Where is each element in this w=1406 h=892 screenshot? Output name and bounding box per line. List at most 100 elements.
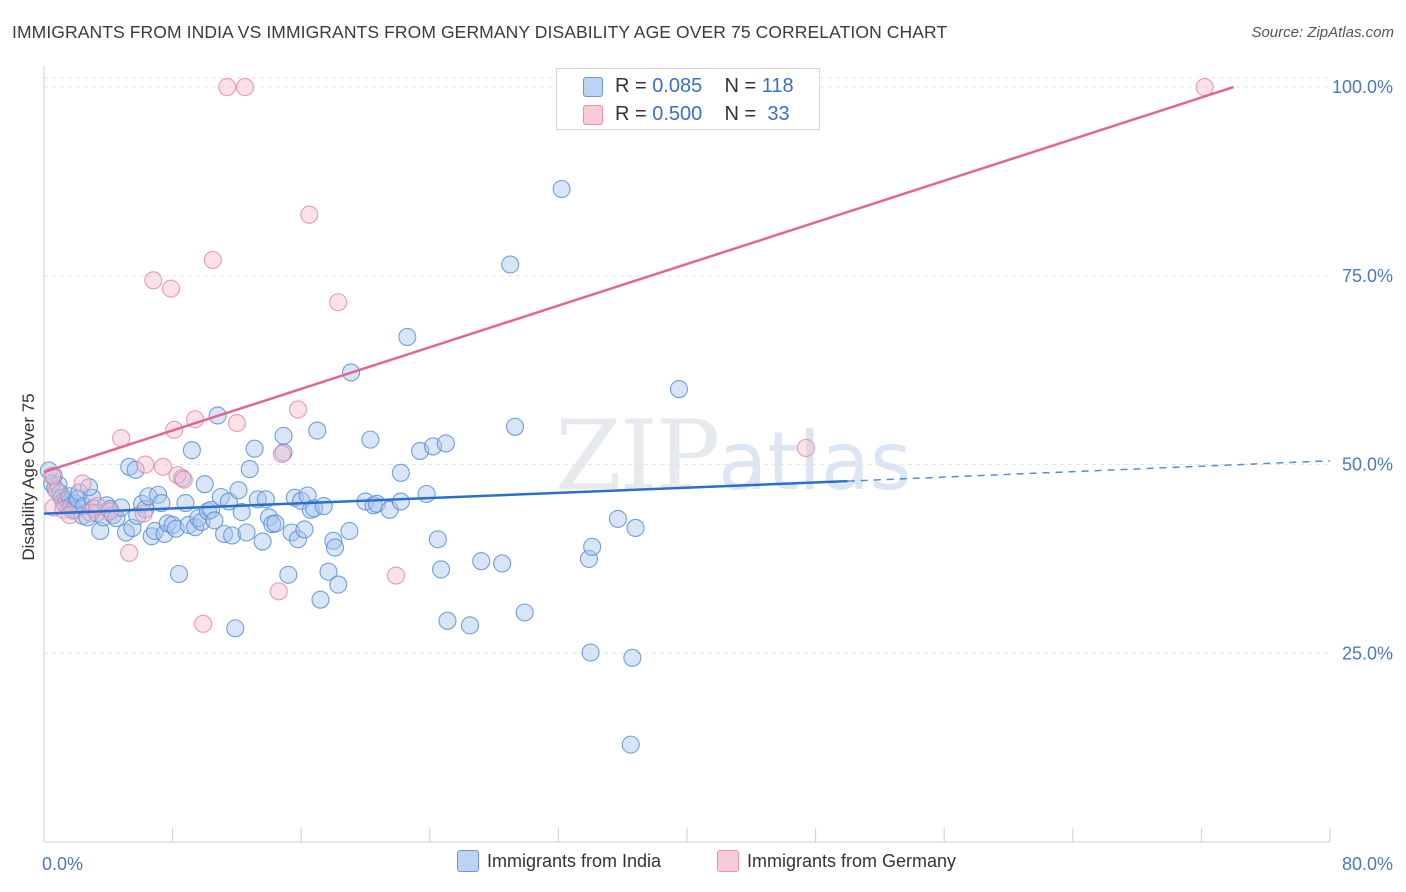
point-germany-5 [73, 474, 92, 493]
y-tick-label-75: 75.0% [1342, 266, 1393, 286]
point-india-124 [669, 380, 689, 399]
legend-label-germany: Immigrants from Germany [747, 850, 957, 871]
point-india-87 [311, 590, 330, 609]
stats-legend: R = 0.085 N = 118 R = 0.500 N = 33 [556, 68, 820, 130]
trend-line-germany [43, 85, 1234, 474]
stats-swatch-india [583, 76, 603, 97]
stats-n-value-germany: 33 [767, 103, 790, 125]
series-germany [42, 78, 1214, 633]
point-india-122 [621, 735, 640, 754]
point-germany-21 [203, 250, 222, 270]
point-india-77 [279, 565, 298, 584]
point-germany-20 [194, 614, 213, 633]
legend-item-india: Immigrants from India [457, 850, 661, 872]
point-india-101 [391, 492, 410, 511]
point-india-114 [505, 417, 525, 436]
trend-line-india [43, 479, 848, 515]
legend-label-india: Immigrants from India [487, 850, 662, 871]
bottom-legend: Immigrants from India Immigrants from Ge… [0, 850, 1406, 880]
point-india-117 [579, 549, 598, 568]
point-india-107 [432, 560, 451, 579]
y-tick-label-50: 50.0% [1342, 455, 1393, 475]
point-india-115 [515, 603, 534, 622]
point-india-123 [623, 648, 642, 667]
stats-row-india: R = 0.085 N = 118 [583, 75, 794, 98]
y-tick-label-25: 25.0% [1342, 643, 1393, 663]
x-tick-label-min: 0.0% [42, 854, 83, 874]
point-india-57 [205, 511, 224, 530]
point-germany-4 [60, 506, 79, 525]
point-germany-25 [269, 582, 288, 601]
point-india-68 [245, 439, 264, 458]
point-india-89 [319, 562, 338, 581]
stats-n-value-india: 118 [761, 75, 794, 97]
data-points [39, 78, 1214, 754]
chart-title: IMMIGRANTS FROM INDIA VS IMMIGRANTS FROM… [12, 22, 948, 42]
point-india-111 [472, 552, 491, 571]
series-india [39, 78, 756, 754]
point-germany-15 [161, 279, 181, 298]
point-india-102 [398, 327, 417, 347]
point-germany-28 [300, 205, 319, 224]
chart-source: Source: ZipAtlas.com [1251, 24, 1394, 41]
stats-row-germany: R = 0.500 N = 33 [583, 103, 790, 126]
stats-r-label-germany: R = [615, 103, 647, 125]
point-india-67 [240, 460, 259, 479]
y-tick-label-100: 100.0% [1332, 77, 1393, 97]
watermark: ZIPatlas [555, 400, 912, 512]
point-india-100 [391, 463, 410, 482]
point-india-120 [608, 509, 627, 528]
point-india-66 [237, 523, 256, 542]
point-india-32 [123, 518, 142, 538]
stats-n-label-india: N = [724, 75, 757, 97]
axes [43, 66, 1331, 843]
point-germany-32 [1195, 78, 1214, 97]
stats-r-label-india: R = [615, 75, 647, 97]
x-tick-label-max: 80.0% [1342, 854, 1393, 874]
point-germany-2 [47, 481, 66, 501]
point-india-119 [581, 643, 600, 662]
point-india-96 [361, 430, 380, 449]
point-india-121 [626, 518, 645, 538]
point-india-116 [552, 179, 571, 199]
grid-lines [44, 77, 1330, 654]
point-india-54 [195, 475, 214, 494]
point-india-93 [340, 521, 359, 541]
point-india-110 [460, 616, 480, 635]
legend-item-germany: Immigrants from Germany [717, 850, 956, 872]
legend-swatch-germany [717, 850, 739, 872]
trend-line-india-extension [847, 460, 1331, 482]
point-germany-10 [120, 543, 139, 562]
point-india-109 [438, 611, 457, 630]
point-germany-14 [153, 457, 173, 476]
point-india-50 [182, 441, 201, 460]
point-germany-31 [796, 438, 816, 457]
point-germany-22 [218, 78, 237, 97]
stats-r-value-india: 0.085 [652, 75, 703, 97]
point-india-80 [288, 530, 308, 549]
y-axis-label: Disability Age Over 75 [19, 393, 38, 560]
point-germany-18 [174, 470, 193, 489]
point-india-46 [169, 564, 189, 584]
point-india-113 [501, 255, 520, 274]
point-germany-27 [288, 400, 308, 419]
point-india-70 [253, 532, 272, 551]
point-india-104 [417, 484, 436, 504]
point-india-65 [232, 503, 251, 522]
point-germany-29 [329, 293, 348, 312]
legend-swatch-india [457, 850, 479, 872]
point-germany-23 [227, 413, 246, 433]
stats-r-value-germany: 0.500 [652, 103, 703, 125]
point-india-64 [229, 481, 248, 500]
axis-labels: 25.0% 50.0% 75.0% 100.0% 0.0% 80.0% Disability… [19, 77, 1393, 874]
point-india-91 [325, 538, 345, 557]
point-india-75 [274, 426, 293, 445]
point-india-41 [152, 493, 171, 513]
point-india-118 [583, 537, 602, 556]
point-germany-11 [134, 504, 153, 523]
watermark-atlas: atlas [718, 415, 912, 508]
watermark-zip: ZIP [555, 400, 720, 512]
point-germany-26 [272, 444, 291, 464]
point-india-74 [266, 514, 285, 533]
